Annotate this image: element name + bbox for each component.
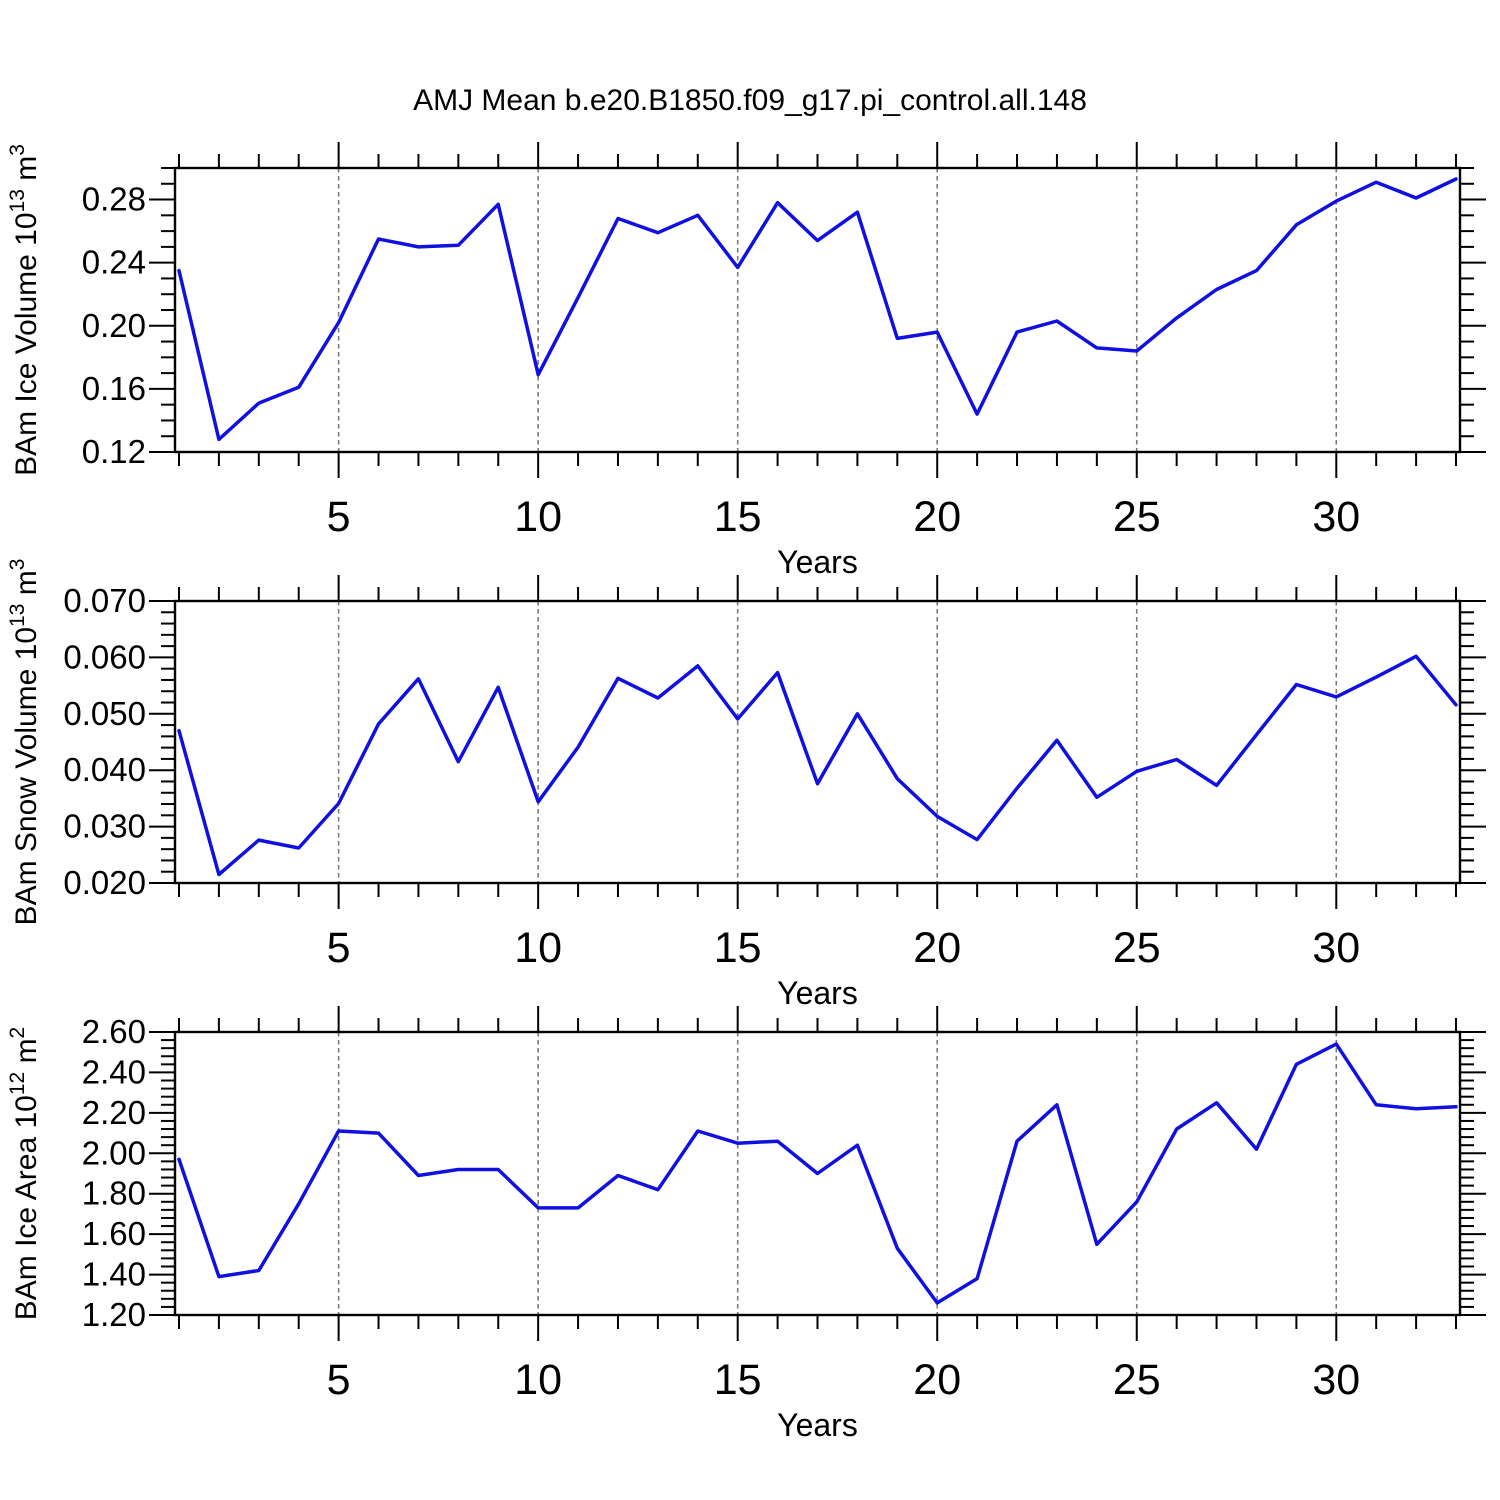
x-tick-label: 30 xyxy=(1312,493,1360,541)
series-line-snow-volume xyxy=(177,654,1458,877)
ticks xyxy=(149,1006,1486,1341)
ticks xyxy=(149,575,1486,909)
x-tick-label: 25 xyxy=(1113,493,1161,541)
x-tick-label: 20 xyxy=(913,493,961,541)
y-tick-label: 0.060 xyxy=(63,638,146,675)
y-tick-label: 0.12 xyxy=(82,433,146,470)
y-tick-label: 0.070 xyxy=(63,582,146,619)
plot-box xyxy=(173,166,1462,454)
x-tick-label: 10 xyxy=(514,493,562,541)
y-tick-label: 2.60 xyxy=(82,1013,146,1050)
x-tick-label: 5 xyxy=(327,1356,351,1404)
y-axis-label: BAm Ice Area 1012 m2 xyxy=(6,1027,43,1321)
y-tick-label: 1.60 xyxy=(82,1215,146,1252)
y-tick-label: 0.040 xyxy=(63,751,146,788)
x-axis-label: Years xyxy=(777,1407,858,1443)
x-tick-label: 15 xyxy=(714,493,762,541)
y-tick-label: 2.00 xyxy=(82,1134,146,1171)
y-tick-label: 0.020 xyxy=(63,864,146,901)
y-tick-label: 2.20 xyxy=(82,1094,146,1131)
x-tick-label: 15 xyxy=(714,1356,762,1404)
x-tick-label: 10 xyxy=(514,924,562,972)
x-tick-label: 5 xyxy=(327,924,351,972)
figure-title: AMJ Mean b.e20.B1850.f09_g17.pi_control.… xyxy=(413,84,1087,117)
ticks xyxy=(149,142,1486,478)
x-tick-label: 30 xyxy=(1312,1356,1360,1404)
x-tick-label: 15 xyxy=(714,924,762,972)
y-tick-label: 1.80 xyxy=(82,1175,146,1212)
panel-snow-volume: 5 10 15 20 25 30 Years 0.020 0.030 0.040 0.050 0.06… xyxy=(6,559,1486,1011)
y-axis-label: BAm Snow Volume 1013 m3 xyxy=(6,559,43,926)
x-tick-label: 30 xyxy=(1312,924,1360,972)
panel-ice-volume: 5 10 15 20 25 30 Years 0.12 0.16 0.20 0.24 0.28 BAm … xyxy=(6,142,1486,580)
x-tick-label: 25 xyxy=(1113,924,1161,972)
y-tick-label: 0.16 xyxy=(82,370,146,407)
x-tick-label: 20 xyxy=(913,924,961,972)
x-axis-label: Years xyxy=(777,544,858,580)
x-tick-label: 10 xyxy=(514,1356,562,1404)
y-tick-label: 0.030 xyxy=(63,808,146,845)
gridlines xyxy=(337,601,1338,883)
panel-ice-area: 5 10 15 20 25 30 Years 1.201.40 1.601.80 2.002.20… xyxy=(6,1006,1486,1443)
y-tick-label: 2.40 xyxy=(82,1053,146,1090)
x-tick-label: 25 xyxy=(1113,1356,1161,1404)
y-tick-label: 0.24 xyxy=(82,244,146,281)
gridlines xyxy=(337,1032,1338,1315)
series-line-ice-area xyxy=(177,1042,1458,1305)
y-axis-label: BAm Ice Volume 1013 m3 xyxy=(6,144,43,476)
y-tick-label: 0.28 xyxy=(82,181,146,218)
x-tick-label: 20 xyxy=(913,1356,961,1404)
x-tick-label: 5 xyxy=(327,493,351,541)
series-line-ice-volume xyxy=(177,177,1458,442)
y-tick-label: 1.40 xyxy=(82,1256,146,1293)
y-tick-label: 0.20 xyxy=(82,307,146,344)
y-tick-label: 0.050 xyxy=(63,695,146,732)
x-axis-label: Years xyxy=(777,975,858,1011)
y-tick-label: 1.20 xyxy=(82,1296,146,1333)
